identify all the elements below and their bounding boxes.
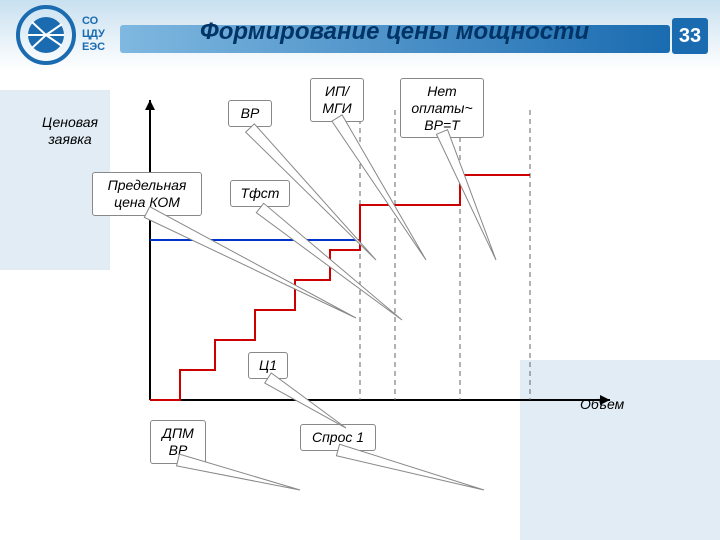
- svg-text:СО: СО: [82, 15, 99, 27]
- callout-limit-price: Предельная цена КОМ: [92, 172, 202, 216]
- callout-dpm-vr: ДПМ ВР: [150, 420, 206, 464]
- company-logo: СО ЦДУ ЕЭС: [12, 4, 112, 66]
- page-number: 33: [672, 18, 708, 54]
- callout-no-payment: Нет оплаты~ ВР=Т: [400, 78, 484, 138]
- svg-text:ЕЭС: ЕЭС: [82, 41, 105, 53]
- callout-demand1: Спрос 1: [300, 424, 376, 451]
- x-axis-label: Объем: [580, 396, 624, 412]
- callout-vr: ВР: [228, 100, 272, 127]
- supply-curve-diagram: [120, 90, 620, 420]
- callout-c1: Ц1: [248, 352, 288, 379]
- callout-tfst: Тфст: [230, 180, 290, 207]
- page-title: Формирование цены мощности: [200, 18, 589, 46]
- svg-text:ЦДУ: ЦДУ: [82, 28, 105, 40]
- callout-ip-mgi: ИП/ МГИ: [310, 78, 364, 122]
- callout-y-axis: Ценовая заявка: [30, 110, 110, 152]
